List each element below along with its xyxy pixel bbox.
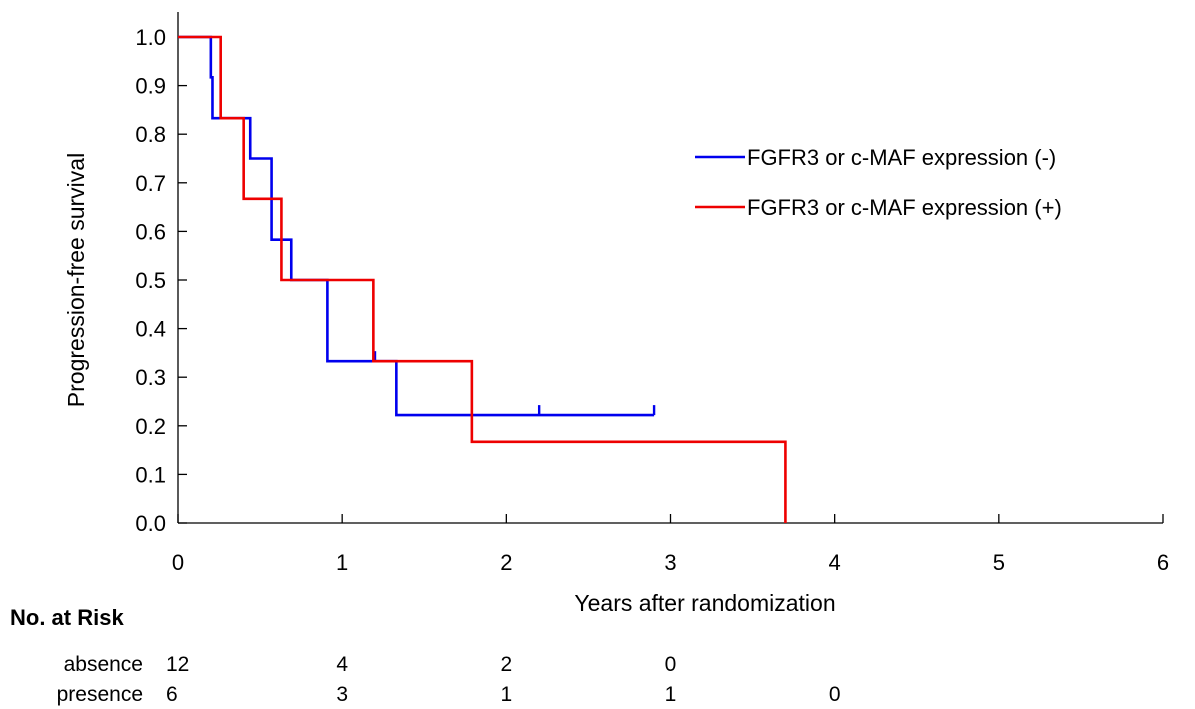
risk-count: 3 [336, 683, 348, 706]
y-tick-label: 0.5 [135, 268, 166, 293]
x-tick-label: 0 [172, 550, 184, 575]
risk-count: 4 [336, 653, 348, 676]
legend: FGFR3 or c-MAF expression (-) FGFR3 or c-… [695, 145, 1062, 220]
risk-table: absence 12 4 2 0 presence 6 3 1 1 0 [57, 653, 841, 706]
risk-count: 0 [665, 653, 677, 676]
y-tick-label: 0.3 [135, 365, 166, 390]
x-axis-title: Years after randomization [574, 590, 835, 616]
x-tick-label: 2 [500, 550, 512, 575]
x-tick-label: 4 [829, 550, 841, 575]
x-tick-label: 1 [336, 550, 348, 575]
legend-label: FGFR3 or c-MAF expression (+) [747, 195, 1062, 220]
survival-curve-2 [178, 35, 787, 523]
y-tick-label: 0.2 [135, 414, 166, 439]
y-tick-label: 0.9 [135, 74, 166, 99]
y-tick-label: 0.4 [135, 317, 166, 342]
risk-count: 0 [829, 683, 841, 706]
risk-count: 6 [166, 683, 178, 706]
x-tick-label: 6 [1157, 550, 1169, 575]
risk-row-label: presence [57, 683, 143, 706]
x-axis: 0 1 2 3 4 5 6 [172, 514, 1169, 575]
y-tick-label: 0.0 [135, 511, 166, 536]
risk-table-title: No. at Risk [10, 605, 124, 630]
risk-count: 1 [665, 683, 677, 706]
risk-count: 1 [500, 683, 512, 706]
y-axis-title: Progression-free survival [63, 153, 89, 407]
survival-curves [178, 35, 787, 523]
x-tick-label: 5 [993, 550, 1005, 575]
risk-count: 2 [500, 653, 512, 676]
axes [177, 12, 1163, 524]
y-axis: 0.0 0.1 0.2 0.3 0.4 0.5 0.6 0.7 0.8 0.9 1.0 [135, 25, 187, 536]
y-tick-label: 0.6 [135, 219, 166, 244]
y-tick-label: 1.0 [135, 25, 166, 50]
y-tick-label: 0.8 [135, 122, 166, 147]
survival-curve-1 [178, 35, 655, 417]
x-tick-label: 3 [664, 550, 676, 575]
y-tick-label: 0.7 [135, 171, 166, 196]
legend-label: FGFR3 or c-MAF expression (-) [747, 145, 1056, 170]
y-tick-label: 0.1 [135, 462, 166, 487]
risk-count: 12 [166, 653, 189, 676]
risk-row-label: absence [64, 653, 143, 676]
